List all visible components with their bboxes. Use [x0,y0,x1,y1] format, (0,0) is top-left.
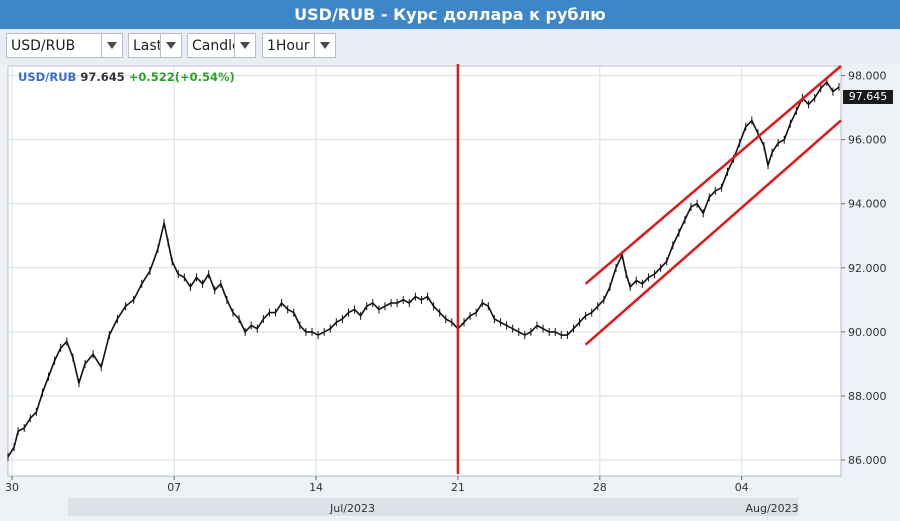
y-tick-label: 88.000 [848,390,887,403]
chart-style-select-value: Candle [192,37,234,54]
info-change-pct: (+0.54%) [174,70,235,84]
y-tick-label: 96.000 [848,134,887,147]
x-tick-label: 30 [5,481,19,494]
month-tick-label: Jul/2023 [329,502,375,515]
dropdown-arrow-icon[interactable] [234,34,255,57]
symbol-select-value: USD/RUB [11,37,76,54]
x-tick-label: 28 [593,481,607,494]
month-tick-label: Aug/2023 [745,502,798,515]
dropdown-arrow-icon[interactable] [314,34,335,57]
chart-toolbar: USD/RUB Last Candle 1Hour [0,29,900,65]
chart-title: USD/RUB - Курс доллара к рублю [0,0,900,29]
plot-area [7,65,842,477]
info-symbol: USD/RUB [18,70,77,84]
channel-line [584,119,842,346]
info-change: +0.522 [128,70,175,84]
channel-line [584,65,842,285]
chart-style-select[interactable]: Candle [187,33,256,58]
price-info: USD/RUB 97.645 +0.522(+0.54%) [18,70,235,84]
y-tick-label: 90.000 [848,326,887,339]
y-tick-label: 98.000 [848,70,887,83]
dropdown-arrow-icon[interactable] [160,34,181,57]
x-tick-label: 04 [735,481,749,494]
month-scrollbar [68,498,798,516]
price-series [7,78,840,461]
info-last-price: 97.645 [80,70,125,84]
month-axis-labels: Jul/2023 Aug/2023 [329,502,799,515]
symbol-select[interactable]: USD/RUB [6,33,123,58]
price-type-select-value: Last [133,37,160,54]
interval-select[interactable]: 1Hour [262,33,336,58]
interval-select-value: 1Hour [267,37,310,54]
y-tick-label: 86.000 [848,454,887,467]
dropdown-arrow-icon[interactable] [101,34,122,57]
x-tick-label: 21 [451,481,465,494]
y-tick-label: 94.000 [848,198,887,211]
x-tick-label: 07 [167,481,181,494]
grid-lines [8,66,845,480]
last-price-badge: 97.645 [843,90,893,104]
x-tick-label: 14 [309,481,323,494]
price-type-select[interactable]: Last [128,33,182,58]
y-axis-labels: 86.000 88.000 90.000 92.000 94.000 96.000 98.0… [848,70,887,467]
x-axis-labels: 30 07 14 21 28 04 [5,481,749,494]
y-tick-label: 92.000 [848,262,887,275]
trend-overlays [456,64,842,474]
